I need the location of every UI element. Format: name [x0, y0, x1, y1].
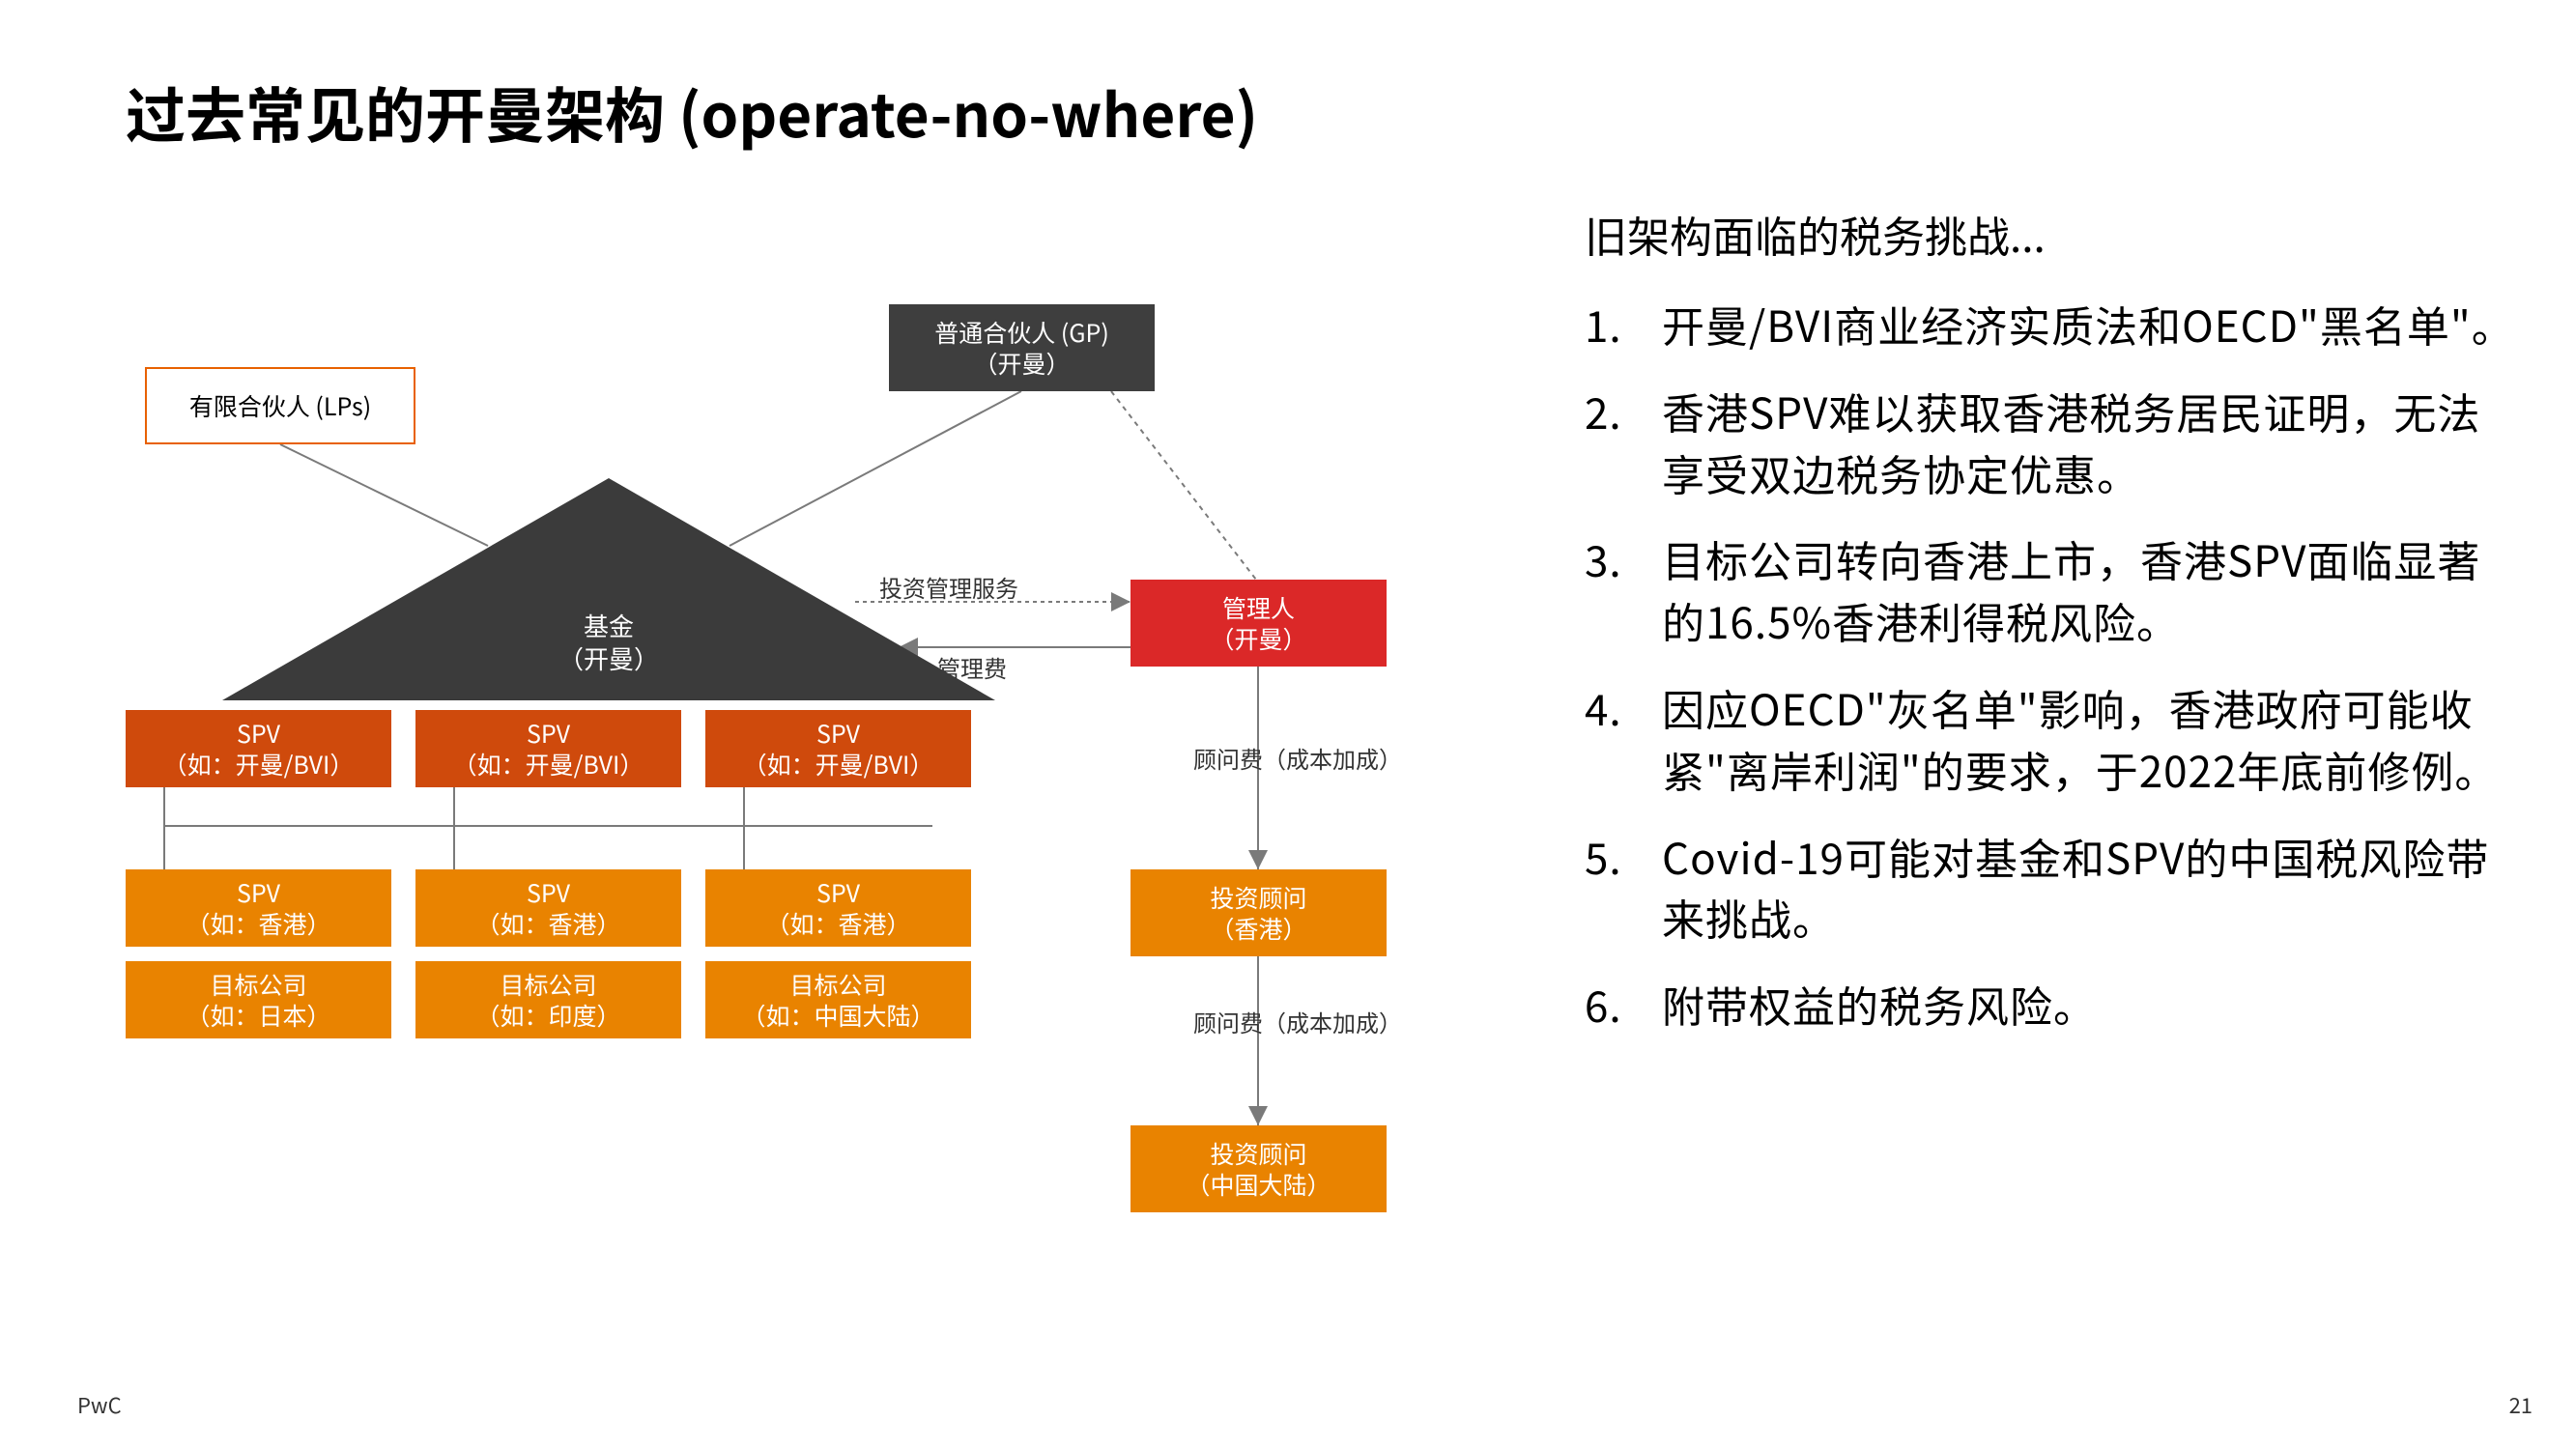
list-item: 3.目标公司转向香港上市，香港SPV面临显著的16.5%香港利得税风险。	[1585, 528, 2522, 652]
target-box: 目标公司 （如：印度）	[415, 961, 681, 1038]
advisor-cn-label: 投资顾问 （中国大陆）	[1186, 1138, 1331, 1201]
advisor-cn-box: 投资顾问 （中国大陆）	[1131, 1125, 1387, 1212]
spv-bvi-box: SPV （如：开曼/BVI）	[415, 710, 681, 787]
right-panel: 旧架构面临的税务挑战... 1.开曼/BVI商业经济实质法和OECD"黑名单"。…	[1585, 203, 2522, 1061]
advisor-hk-box: 投资顾问 （香港）	[1131, 869, 1387, 956]
spv-hk-box: SPV （如：香港）	[126, 869, 391, 947]
spv-bvi-box: SPV （如：开曼/BVI）	[126, 710, 391, 787]
spv-hk-label: SPV （如：香港）	[475, 877, 620, 940]
list-text: 附带权益的税务风险。	[1662, 974, 2522, 1036]
list-num: 6.	[1585, 974, 1662, 1036]
fund-box: 基金 （开曼）	[512, 604, 705, 681]
page-number: 21	[2509, 1389, 2533, 1420]
list-text: 因应OECD"灰名单"影响，香港政府可能收紧"离岸利润"的要求，于2022年底前…	[1662, 677, 2522, 801]
list-item: 4.因应OECD"灰名单"影响，香港政府可能收紧"离岸利润"的要求，于2022年…	[1585, 677, 2522, 801]
challenges-list: 1.开曼/BVI商业经济实质法和OECD"黑名单"。 2.香港SPV难以获取香港…	[1585, 294, 2522, 1036]
spv-bvi-label: SPV （如：开曼/BVI）	[743, 718, 934, 781]
structure-diagram: 基金 （开曼） 有限合伙人 (LPs) 普通合伙人 (GP) （开曼） SPV …	[106, 198, 1556, 1328]
list-text: Covid-19可能对基金和SPV的中国税风险带来挑战。	[1662, 826, 2522, 950]
slide: 过去常见的开曼架构 (operate-no-where) 旧架构面临的税务挑战.…	[0, 0, 2576, 1449]
list-num: 5.	[1585, 826, 1662, 950]
lp-box: 有限合伙人 (LPs)	[145, 367, 415, 444]
target-label: 目标公司 （如：中国大陆）	[741, 969, 934, 1032]
list-num: 3.	[1585, 528, 1662, 652]
right-heading: 旧架构面临的税务挑战...	[1585, 203, 2522, 265]
lp-label: 有限合伙人 (LPs)	[189, 390, 371, 422]
manager-label: 管理人 （开曼）	[1210, 592, 1306, 655]
spv-hk-label: SPV （如：香港）	[765, 877, 910, 940]
target-label: 目标公司 （如：印度）	[475, 969, 620, 1032]
spv-hk-box: SPV （如：香港）	[705, 869, 971, 947]
gp-box: 普通合伙人 (GP) （开曼）	[889, 304, 1155, 391]
list-item: 2.香港SPV难以获取香港税务居民证明，无法享受双边税务协定优惠。	[1585, 381, 2522, 504]
edge-label-adv-fee-1: 顾问费（成本加成）	[1193, 741, 1402, 775]
footer-brand: PwC	[77, 1389, 122, 1420]
fund-label: 基金 （开曼）	[558, 610, 659, 675]
slide-title: 过去常见的开曼架构 (operate-no-where)	[126, 68, 1258, 155]
list-num: 1.	[1585, 294, 1662, 355]
spv-bvi-label: SPV （如：开曼/BVI）	[163, 718, 355, 781]
spv-hk-box: SPV （如：香港）	[415, 869, 681, 947]
list-item: 6.附带权益的税务风险。	[1585, 974, 2522, 1036]
advisor-hk-label: 投资顾问 （香港）	[1210, 882, 1306, 945]
manager-box: 管理人 （开曼）	[1131, 580, 1387, 667]
list-num: 2.	[1585, 381, 1662, 504]
list-text: 目标公司转向香港上市，香港SPV面临显著的16.5%香港利得税风险。	[1662, 528, 2522, 652]
list-text: 香港SPV难以获取香港税务居民证明，无法享受双边税务协定优惠。	[1662, 381, 2522, 504]
list-text: 开曼/BVI商业经济实质法和OECD"黑名单"。	[1662, 294, 2522, 355]
target-label: 目标公司 （如：日本）	[186, 969, 330, 1032]
target-box: 目标公司 （如：日本）	[126, 961, 391, 1038]
spv-hk-label: SPV （如：香港）	[186, 877, 330, 940]
edge-label-adv-fee-2: 顾问费（成本加成）	[1193, 1005, 1402, 1038]
list-item: 1.开曼/BVI商业经济实质法和OECD"黑名单"。	[1585, 294, 2522, 355]
gp-label: 普通合伙人 (GP) （开曼）	[934, 317, 1109, 380]
target-box: 目标公司 （如：中国大陆）	[705, 961, 971, 1038]
list-num: 4.	[1585, 677, 1662, 801]
spv-bvi-label: SPV （如：开曼/BVI）	[453, 718, 644, 781]
list-item: 5.Covid-19可能对基金和SPV的中国税风险带来挑战。	[1585, 826, 2522, 950]
spv-bvi-box: SPV （如：开曼/BVI）	[705, 710, 971, 787]
